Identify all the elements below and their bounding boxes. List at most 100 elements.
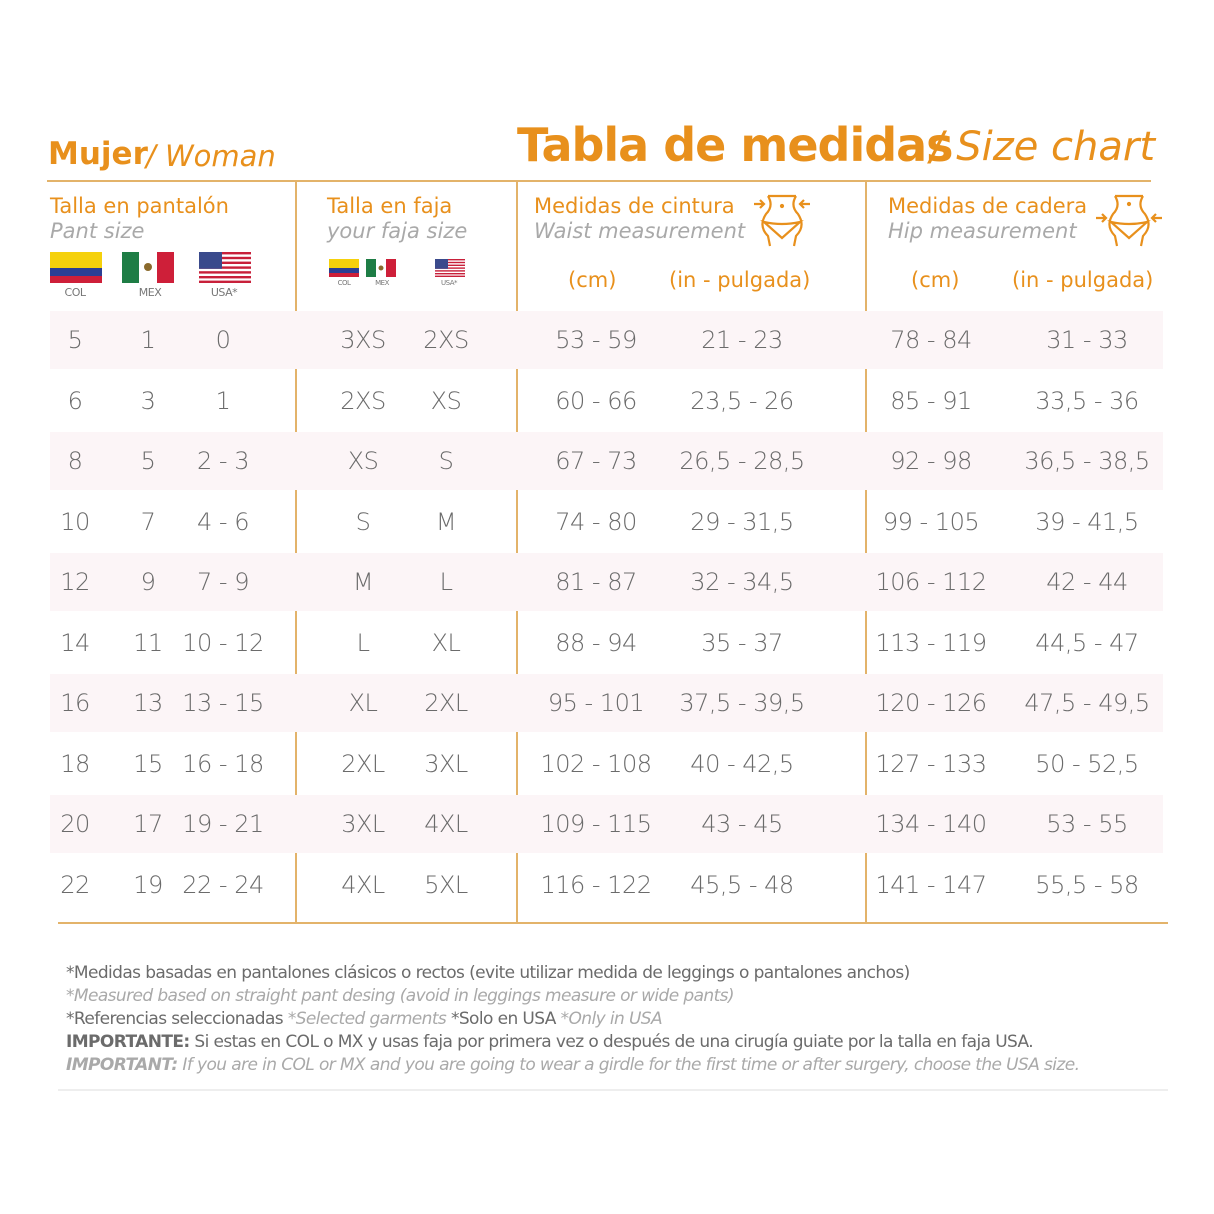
usa-only-en: *Only in USA <box>560 1009 663 1029</box>
cell-faja-col-mex: 3XS <box>340 326 386 354</box>
cell-hip-cm: 127 - 133 <box>875 749 987 778</box>
cell-pant-usa: 13 - 15 <box>182 689 264 717</box>
cell-hip-cm: 85 - 91 <box>890 386 972 415</box>
references-en: *Selected garments <box>287 1009 447 1029</box>
table-row: 16 13 13 - 15 XL 2XL 95 - 101 37,5 - 39,5 120 -… <box>50 674 1163 732</box>
cell-faja-usa: 4XL <box>424 810 468 838</box>
cell-faja-usa: M <box>435 507 457 536</box>
top-divider <box>47 180 1151 182</box>
cell-faja-col-mex: XS <box>347 447 379 475</box>
table-row: 14 11 10 - 12 L XL 88 - 94 35 - 37 113 - 119 44,… <box>50 614 1163 672</box>
table-row: 18 15 16 - 18 2XL 3XL 102 - 108 40 - 42,5 127 -… <box>50 735 1163 793</box>
cell-waist-cm: 74 - 80 <box>555 507 637 536</box>
footnote-references: *Referencias seleccionadas *Selected gar… <box>66 1009 663 1029</box>
cell-waist-cm: 116 - 122 <box>540 870 652 899</box>
cell-faja-col-mex: S <box>355 507 371 536</box>
cell-waist-cm: 109 - 115 <box>540 810 652 838</box>
cell-pant-usa: 7 - 9 <box>197 568 249 596</box>
cell-pant-col: 22 <box>60 870 90 899</box>
cell-waist-cm: 81 - 87 <box>555 568 637 596</box>
cell-waist-in: 45,5 - 48 <box>690 870 794 899</box>
cell-waist-in: 26,5 - 28,5 <box>679 447 805 475</box>
cell-waist-in: 40 - 42,5 <box>690 749 794 778</box>
cell-pant-usa: 22 - 24 <box>182 870 264 899</box>
cell-waist-in: 23,5 - 26 <box>690 386 794 415</box>
cell-hip-cm: 78 - 84 <box>890 326 972 354</box>
cell-hip-cm: 120 - 126 <box>875 689 987 717</box>
cell-pant-col: 12 <box>60 568 90 596</box>
flag-label-col: COL <box>337 279 351 287</box>
table-row: 20 17 19 - 21 3XL 4XL 109 - 115 43 - 45 134 - 1… <box>50 795 1163 853</box>
footnote-pant-en: *Measured based on straight pant desing … <box>66 986 735 1006</box>
cell-faja-usa: 2XS <box>423 326 469 354</box>
cell-hip-cm: 99 - 105 <box>882 507 980 536</box>
cell-pant-mex: 15 <box>133 749 163 778</box>
flag-label-col: COL <box>64 286 86 299</box>
hip-unit-cm: (cm) <box>911 268 960 292</box>
cell-pant-col: 20 <box>60 810 90 838</box>
usa-only-es: *Solo en USA <box>450 1009 556 1029</box>
table-row: 8 5 2 - 3 XS S 67 - 73 26,5 - 28,5 92 - 98 36,5 … <box>50 432 1163 490</box>
cell-pant-col: 8 <box>67 447 83 475</box>
cell-pant-usa: 0 <box>215 326 231 354</box>
cell-pant-mex: 5 <box>140 447 156 475</box>
cell-waist-in: 29 - 31,5 <box>690 507 794 536</box>
flag-label-usa: USA* <box>441 279 458 287</box>
woman-subtitle: / Woman <box>146 139 276 173</box>
table-row: 6 3 1 2XS XS 60 - 66 23,5 - 26 85 - 91 33,5 - 36 <box>50 372 1163 430</box>
cell-hip-in: 50 - 52,5 <box>1035 749 1139 778</box>
table-row: 10 7 4 - 6 S M 74 - 80 29 - 31,5 99 - 105 39 - 4… <box>50 493 1163 551</box>
cell-waist-cm: 95 - 101 <box>547 689 645 717</box>
important-text-en: If you are in COL or MX and you are goin… <box>182 1055 1080 1075</box>
cell-pant-mex: 19 <box>133 870 163 899</box>
cell-pant-mex: 13 <box>133 689 163 717</box>
hip-subtitle: Hip measurement <box>888 219 1077 243</box>
faja-size-subtitle: your faja size <box>327 219 468 243</box>
main-title: Tabla de medidas <box>517 118 954 172</box>
cell-pant-mex: 17 <box>133 810 163 838</box>
waist-subtitle: Waist measurement <box>534 219 746 243</box>
cell-faja-usa: S <box>438 447 454 475</box>
mexico-flag-icon <box>366 259 396 277</box>
colombia-flag-icon <box>329 259 359 277</box>
column-divider <box>865 181 867 923</box>
table-row: 5 1 0 3XS 2XS 53 - 59 21 - 23 78 - 84 31 - 33 <box>50 311 1163 369</box>
cell-hip-cm: 141 - 147 <box>875 870 987 899</box>
footer-divider <box>58 1089 1168 1091</box>
waist-title: Medidas de cintura <box>534 194 735 218</box>
cell-pant-col: 5 <box>67 326 83 354</box>
cell-hip-in: 33,5 - 36 <box>1035 386 1139 415</box>
cell-pant-mex: 7 <box>140 507 156 536</box>
cell-faja-col-mex: 4XL <box>341 870 385 899</box>
cell-faja-col-mex: M <box>352 568 374 596</box>
flag-label-mex: MEX <box>138 286 162 299</box>
cell-faja-usa: L <box>439 568 453 596</box>
table-bottom-divider <box>58 922 1168 924</box>
cell-faja-col-mex: L <box>356 628 370 657</box>
cell-pant-col: 10 <box>60 507 90 536</box>
hip-body-icon <box>1096 194 1162 247</box>
cell-pant-usa: 4 - 6 <box>197 507 249 536</box>
cell-waist-cm: 67 - 73 <box>555 447 637 475</box>
woman-title: Mujer <box>48 136 148 172</box>
important-label-en: IMPORTANT: <box>66 1055 178 1075</box>
cell-pant-col: 6 <box>67 386 83 415</box>
hip-unit-in: (in - pulgada) <box>1012 268 1154 292</box>
cell-waist-in: 35 - 37 <box>701 628 783 657</box>
cell-pant-mex: 9 <box>140 568 156 596</box>
cell-hip-in: 53 - 55 <box>1046 810 1128 838</box>
cell-faja-col-mex: 2XS <box>340 386 386 415</box>
cell-faja-col-mex: 2XL <box>341 749 385 778</box>
waist-body-icon <box>754 194 810 247</box>
cell-pant-mex: 11 <box>133 628 163 657</box>
usa-flag-icon <box>435 259 465 277</box>
cell-faja-col-mex: 3XL <box>341 810 385 838</box>
cell-faja-usa: 2XL <box>424 689 468 717</box>
flag-label-usa: USA* <box>210 286 238 299</box>
important-note-es: IMPORTANTE: Si estas en COL o MX y usas … <box>66 1032 1034 1052</box>
colombia-flag-icon <box>50 252 102 283</box>
table-row: 22 19 22 - 24 4XL 5XL 116 - 122 45,5 - 48 141 -… <box>50 856 1163 914</box>
cell-faja-usa: XL <box>431 628 461 657</box>
main-subtitle: / Size chart <box>930 124 1155 170</box>
